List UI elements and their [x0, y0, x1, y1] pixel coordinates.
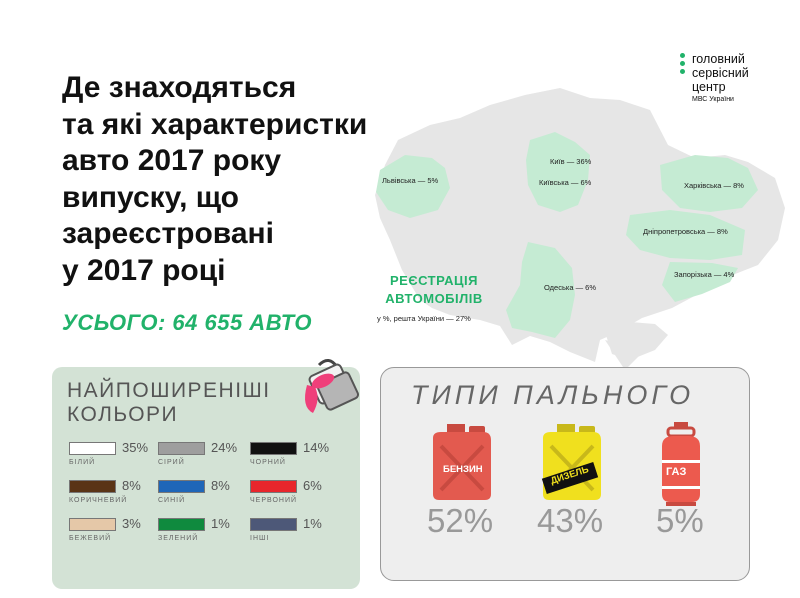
map-region-kyiv	[526, 132, 590, 212]
swatch-gray	[158, 442, 205, 455]
fuel-panel: ТИПИ ПАЛЬНОГО БЕНЗИН ДИЗЕЛЬ ГАЗ 52% 43% …	[380, 367, 750, 581]
gas-cylinder-icon	[662, 422, 700, 506]
pct-brown: 8%	[122, 478, 141, 493]
name-white: БІЛИЙ	[69, 459, 96, 466]
page-title: Де знаходяться та які характеристки авто…	[62, 70, 392, 289]
name-beige: БЕЖЕВИЙ	[69, 535, 112, 542]
fuel-label-gas: ГАЗ	[666, 466, 687, 478]
map-region-dnipro	[626, 210, 745, 260]
pct-black: 14%	[303, 440, 330, 455]
logo-line-3: центр	[692, 80, 726, 94]
title-line-3: авто 2017 року	[62, 144, 282, 177]
title-line-5: зареєстровані	[62, 217, 274, 250]
logo-dot-icon	[680, 53, 685, 58]
logo-text: головний сервісний центр	[692, 52, 749, 94]
name-brown: КОРИЧНЕВИЙ	[69, 497, 128, 504]
jerrycan-icon	[433, 424, 491, 500]
region-label-kharkiv: Харківська — 8%	[684, 181, 744, 190]
map-pointer	[605, 340, 645, 370]
pct-gray: 24%	[211, 440, 238, 455]
title-line-1: Де знаходяться	[62, 71, 297, 104]
colors-title: НАЙПОШИРЕНІШІ КОЛЬОРИ	[67, 379, 271, 427]
region-label-zaporizhzhia: Запорізька — 4%	[674, 270, 735, 279]
registration-subtitle: у %, решта України — 27%	[377, 314, 471, 323]
pct-red: 6%	[303, 478, 322, 493]
swatch-green	[158, 518, 205, 531]
swatch-other	[250, 518, 297, 531]
fuel-pct-gas: 5%	[656, 502, 704, 539]
pct-white: 35%	[122, 440, 149, 455]
map-region-zaporizhzhia	[662, 262, 738, 302]
ukraine-map	[350, 70, 790, 374]
registration-title: РЕЄСТРАЦІЯ АВТОМОБІЛІВ	[385, 273, 483, 306]
logo-line-1: головний	[692, 52, 745, 66]
title-line-6: у 2017 році	[62, 253, 226, 287]
pct-other: 1%	[303, 516, 322, 531]
title-line-4: випуску, що	[62, 180, 239, 214]
swatch-blue	[158, 480, 205, 493]
swatch-brown	[69, 480, 116, 493]
logo-dot-icon	[680, 61, 685, 66]
swatch-red	[250, 480, 297, 493]
title-line-2: та які характеристки	[62, 107, 368, 141]
colors-title-line-1: НАЙПОШИРЕНІШІ	[67, 379, 271, 402]
region-label-kyiv-city: Київ — 36%	[550, 157, 592, 166]
map-region-kharkiv	[660, 155, 758, 212]
logo-subtitle: МВС України	[692, 96, 734, 103]
map-region-odesa	[506, 242, 575, 338]
pct-green: 1%	[211, 516, 230, 531]
swatch-black	[250, 442, 297, 455]
name-black: ЧОРНИЙ	[250, 459, 286, 466]
name-green: ЗЕЛЕНИЙ	[158, 535, 199, 542]
name-blue: СИНІЙ	[158, 497, 186, 504]
region-label-odesa: Одеська — 6%	[544, 283, 596, 292]
map-region-lviv	[376, 155, 450, 218]
swatch-beige	[69, 518, 116, 531]
ukraine-map-icon	[375, 88, 785, 370]
swatch-white	[69, 442, 116, 455]
fuel-title: ТИПИ ПАЛЬНОГО	[411, 380, 695, 410]
logo-line-2: сервісний	[692, 66, 749, 80]
name-red: ЧЕРВОНИЙ	[250, 497, 298, 504]
region-label-lviv: Львівська — 5%	[382, 176, 439, 185]
pct-blue: 8%	[211, 478, 230, 493]
region-label-dnipro: Дніпропетровська — 8%	[643, 227, 728, 236]
region-label-kyiv-oblast: Київська — 6%	[539, 178, 592, 187]
colors-title-line-2: КОЛЬОРИ	[67, 403, 179, 426]
name-gray: СІРИЙ	[158, 459, 185, 466]
fuel-pct-diesel: 43%	[537, 502, 604, 539]
total-count: УСЬОГО: 64 655 АВТО	[62, 310, 312, 335]
fuel-label-petrol: БЕНЗИН	[443, 464, 483, 475]
name-other: ІНШІ	[250, 535, 270, 542]
pct-beige: 3%	[122, 516, 141, 531]
colors-panel: НАЙПОШИРЕНІШІ КОЛЬОРИ 35% БІЛИЙ 24% СІРИ…	[52, 359, 360, 589]
logo-dot-icon	[680, 69, 685, 74]
fuel-pct-petrol: 52%	[427, 502, 494, 539]
paint-bucket-icon	[305, 359, 360, 413]
